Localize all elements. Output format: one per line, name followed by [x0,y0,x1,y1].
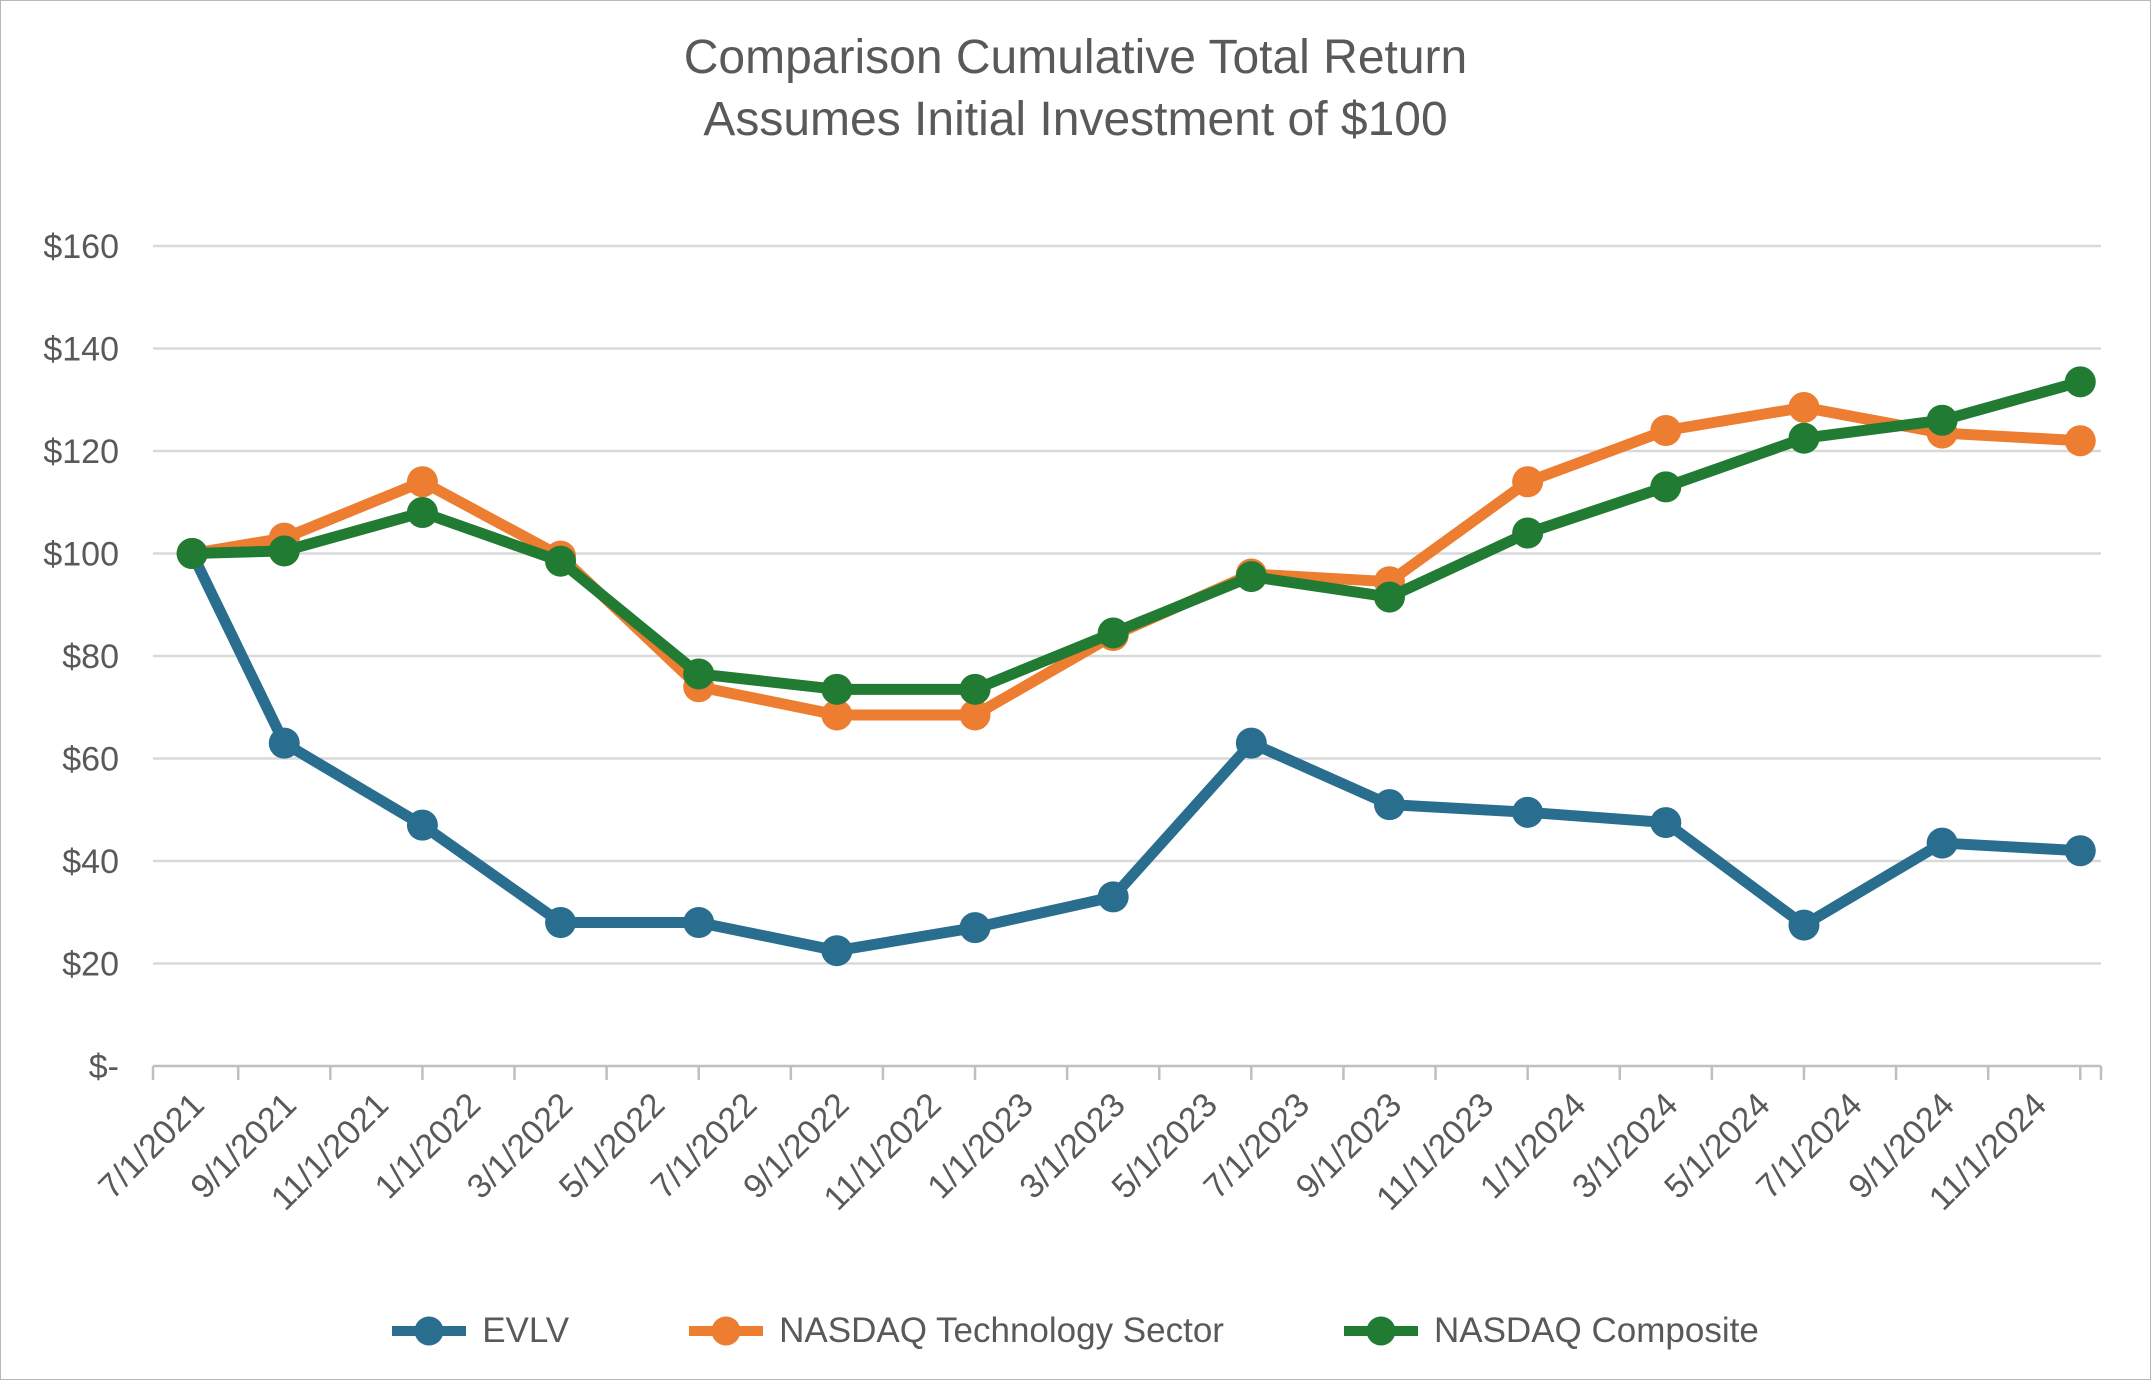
y-tick-label-60: $60 [62,741,119,779]
legend-item-1: NASDAQ Technology Sector [689,1311,1224,1351]
y-tick-label-160: $160 [43,228,119,266]
series-2-marker-8 [1235,561,1267,593]
series-1-marker-11 [1650,415,1682,446]
series-2-marker-13 [1926,404,1958,436]
legend-item-2: NASDAQ Composite [1343,1311,1759,1351]
series-2-marker-9 [1373,581,1405,613]
legend-item-0: EVLV [392,1311,569,1351]
series-1-marker-2 [406,466,438,498]
series-0-marker-3 [545,907,577,938]
chart-title-line1: Comparison Cumulative Total Return [683,31,1468,84]
chart-legend: EVLV NASDAQ Technology Sector NASDAQ Compo… [1,1311,2150,1351]
series-0-marker-12 [1788,909,1820,941]
series-1-marker-5 [821,699,853,731]
legend-label-2: NASDAQ Composite [1433,1311,1759,1350]
series-0-marker-10 [1512,796,1544,828]
series-0-marker-14 [2064,835,2096,867]
legend-marker-icon [689,1316,764,1346]
series-2-marker-2 [406,497,438,528]
y-tick-label-0: $- [89,1048,119,1086]
series-2-marker-4 [683,658,715,690]
y-tick-label-140: $140 [43,331,119,369]
series-0-marker-7 [1097,881,1129,913]
legend-marker-icon [1343,1316,1418,1346]
series-1-marker-6 [959,699,991,731]
y-tick-label-100: $100 [43,536,119,574]
series-0-marker-6 [959,912,991,944]
series-line-1 [186,401,2086,721]
series-2-marker-3 [545,545,577,577]
series-0-marker-4 [683,907,715,938]
series-2-marker-14 [2064,366,2096,398]
series-0-marker-8 [1235,727,1267,759]
series-2-marker-7 [1097,617,1129,649]
series-1-marker-10 [1512,466,1544,498]
series-line-0 [186,548,2086,957]
y-tick-label-80: $80 [62,638,119,676]
chart-title-line2: Assumes Initial Investment of $100 [703,93,1448,146]
series-2-marker-12 [1788,422,1820,454]
y-tick-label-40: $40 [62,843,119,881]
series-0-marker-9 [1373,789,1405,821]
series-2-marker-1 [268,535,300,567]
series-0-marker-11 [1650,807,1682,839]
legend-marker-icon [392,1316,467,1346]
series-2-marker-0 [176,538,208,569]
series-0-marker-5 [821,935,853,967]
series-2-marker-5 [821,673,853,705]
series-2-marker-6 [959,673,991,705]
series-0-marker-1 [268,727,300,759]
y-tick-label-20: $20 [62,946,119,984]
y-tick-label-120: $120 [43,433,119,471]
series-0-marker-2 [406,809,438,841]
series-1-marker-14 [2064,425,2096,457]
series-0-marker-13 [1926,827,1958,859]
legend-label-0: EVLV [482,1311,570,1350]
legend-label-1: NASDAQ Technology Sector [779,1311,1224,1350]
series-1-marker-12 [1788,391,1820,423]
series-2-marker-10 [1512,517,1544,549]
chart-title: Comparison Cumulative Total Return Assum… [1,27,2150,151]
series-2-marker-11 [1650,471,1682,503]
